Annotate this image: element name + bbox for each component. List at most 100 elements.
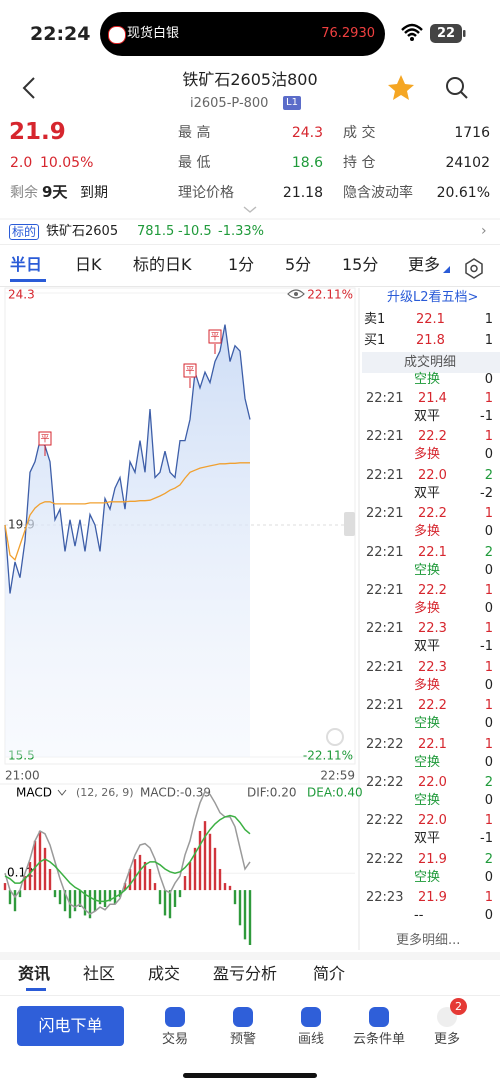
trade-qty: 2 [484,467,493,483]
tab-underline [26,988,46,991]
trade-time: 22:21 [366,506,404,522]
macd-bar [103,890,107,907]
underlying-price: 781.5 [137,224,175,239]
flag-box [38,431,52,446]
trade-kind: 空换 [414,869,441,885]
toolbar-icon[interactable] [369,1007,389,1027]
period-tab[interactable]: 5分 [285,255,312,274]
y2-tick-label: -22.11% [303,749,353,763]
notification-badge: 2 [450,998,467,1015]
period-tab[interactable]: 1分 [228,255,255,274]
trade-qty: 1 [484,506,493,522]
info-tab[interactable]: 资讯 [18,964,51,983]
toolbar-label[interactable]: 云条件单 [352,1032,405,1047]
period-tab[interactable]: 更多 [408,255,441,274]
upgrade-link[interactable]: 升级L2看五档> [387,290,479,305]
remain-days: 9天 [42,183,68,201]
macd-bar [173,890,177,907]
trade-qty: 1 [484,698,493,714]
macd-bar [178,890,182,898]
macd-bar [43,847,47,891]
trade-time: 22:23 [366,890,404,906]
trade-time: 22:21 [366,583,404,598]
ticker-logo [108,26,126,44]
toolbar-icon[interactable] [233,1007,253,1027]
header-code: i2605-P-800 [190,96,269,111]
period-tab[interactable]: 日K [75,255,102,274]
more-detail[interactable]: 更多明细... [396,933,461,948]
macd-value: MACD:-0.39 [140,786,211,800]
x-tick-label: 21:00 [5,769,40,783]
dif-line [4,790,251,915]
trade-time: 22:22 [366,736,404,752]
macd-bar [23,876,27,891]
period-tab[interactable]: 标的日K [133,255,192,274]
dif-value: DIF:0.20 [247,786,297,800]
toolbar-label[interactable]: 预警 [229,1032,256,1047]
macd-bar [83,890,87,916]
favorite-icon[interactable] [388,75,414,100]
macd-dropdown [57,789,67,796]
settings-dot [470,264,478,273]
trade-time: 22:21 [366,467,404,483]
info-tab[interactable]: 简介 [313,964,346,983]
underlying-name[interactable]: 铁矿石2605 [46,224,119,239]
price-area [5,324,250,757]
header-title: 铁矿石2605沽800 [182,70,318,89]
toolbar-icon[interactable] [165,1007,185,1027]
trade-change: 0 [484,869,493,885]
stat-value: 20.61% [436,185,490,201]
toolbar-label[interactable]: 画线 [297,1032,324,1047]
book-qty: 1 [484,312,493,327]
trade-qty: 2 [484,851,493,867]
trade-price: 22.0 [418,813,447,829]
period-tab[interactable]: 15分 [342,255,379,274]
book-label: 买1 [364,333,386,348]
info-tab[interactable]: 盈亏分析 [213,964,278,983]
toolbar-icon[interactable] [301,1007,321,1027]
toolbar-label[interactable]: 交易 [161,1032,188,1047]
trade-time: 22:21 [366,429,404,445]
macd-bar [223,883,227,891]
macd-bar [218,868,222,891]
trade-qty: 1 [484,429,493,445]
trade-price: 21.9 [418,890,447,906]
last-price: 21.9 [9,119,66,145]
info-tab[interactable]: 社区 [83,964,116,983]
back-icon[interactable] [22,77,35,99]
trade-time: 22:21 [366,659,404,675]
trade-qty: 1 [484,621,493,637]
trade-price: 22.2 [418,698,447,714]
macd-bar [88,890,92,919]
flag-text: 平 [40,434,49,445]
macd-bar [168,890,172,919]
period-tab[interactable]: 半日 [10,255,43,274]
macd-bar [138,854,142,891]
macd-bar [58,890,62,905]
underlying-tag: 标的 [9,224,40,240]
trade-change: 0 [484,601,493,616]
search-handle [460,91,468,99]
toolbar-label[interactable]: 更多 [433,1032,460,1047]
header-icons [22,75,468,100]
flash-order-button[interactable] [17,1006,124,1046]
trade-change: 0 [484,908,493,924]
macd-bar [208,833,212,891]
underlying-arrow[interactable]: › [481,223,487,239]
expand-chevron[interactable] [243,206,257,213]
macd-bar [243,890,247,940]
macd-bar [123,883,127,891]
trade-time: 22:22 [366,813,404,829]
book-label: 卖1 [364,312,386,327]
macd-bar [233,890,237,905]
dynamic-island[interactable] [100,12,385,56]
trade-qty: 2 [484,544,493,560]
search-icon[interactable] [446,77,464,95]
ticker-name: 现货白银 [127,26,180,41]
trade-qty: 1 [484,813,493,829]
info-tab[interactable]: 成交 [148,964,181,983]
trade-price: 21.4 [418,391,447,406]
trade-qty: 1 [484,659,493,675]
book-qty: 1 [484,333,493,348]
trade-change: 0 [484,562,493,578]
